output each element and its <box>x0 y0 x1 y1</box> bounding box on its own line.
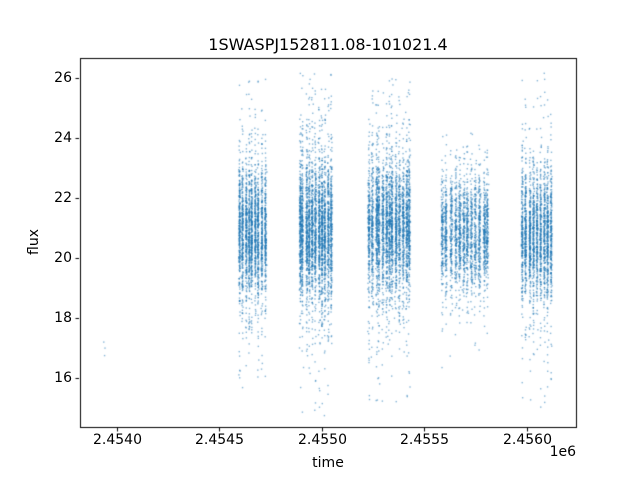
x-axis-label: time <box>312 455 344 471</box>
y-tick-label: 22 <box>54 189 72 206</box>
y-tick-label: 24 <box>54 129 72 146</box>
x-tick-label: 2.4545 <box>195 432 244 448</box>
x-tick-label: 2.4550 <box>298 432 347 448</box>
x-axis-offset-label: 1e6 <box>549 444 576 460</box>
y-tick-label: 18 <box>54 309 72 326</box>
y-tick-label: 16 <box>54 369 72 386</box>
y-tick-label: 20 <box>54 249 72 266</box>
y-tick-label: 26 <box>54 69 72 86</box>
x-tick-label: 2.4555 <box>400 432 449 448</box>
x-tick-label: 2.4560 <box>503 432 552 448</box>
chart-title: 1SWASPJ152811.08-101021.4 <box>208 35 448 54</box>
x-tick-label: 2.4540 <box>93 432 142 448</box>
